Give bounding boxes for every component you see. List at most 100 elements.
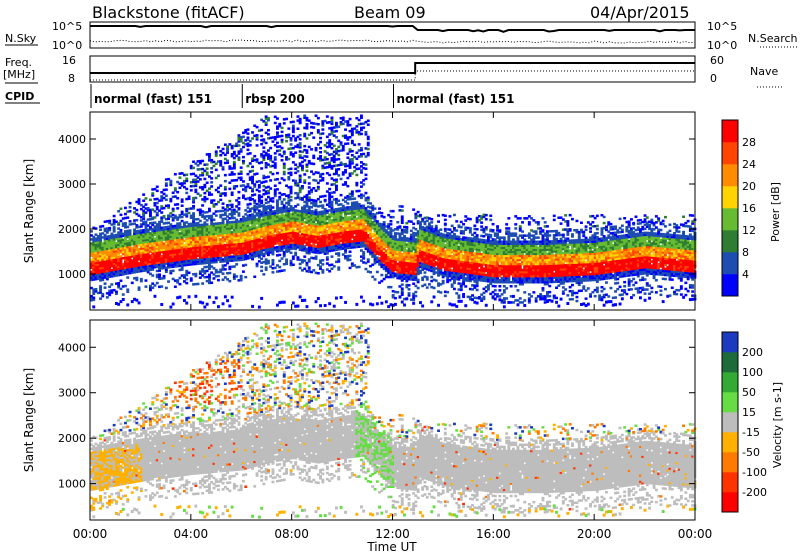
power-cell xyxy=(142,200,145,203)
power-cell xyxy=(206,198,209,201)
power-cell xyxy=(233,161,236,164)
freq-unit: [MHz] xyxy=(3,68,35,81)
power-cell xyxy=(92,305,95,308)
freq-tick-top: 16 xyxy=(62,54,76,67)
power-cell xyxy=(185,188,188,191)
power-cell xyxy=(224,192,227,195)
power-cell xyxy=(244,276,247,279)
power-cell xyxy=(145,221,148,224)
power-cell xyxy=(156,190,159,193)
power-cell xyxy=(206,303,209,306)
power-cell xyxy=(222,202,225,205)
power-cell xyxy=(145,211,148,214)
nsky-line xyxy=(90,26,695,32)
power-cell xyxy=(222,148,225,151)
power-cell xyxy=(101,225,104,228)
power-cell xyxy=(158,273,161,276)
power-cell xyxy=(179,296,182,299)
power-cell xyxy=(228,200,231,203)
cpid-label: CPID xyxy=(5,90,34,103)
power-cell xyxy=(138,198,141,201)
power-cell xyxy=(197,164,200,167)
nsearch-label: N.Search xyxy=(748,32,798,45)
power-cell xyxy=(228,188,231,191)
power-cell xyxy=(156,212,159,215)
power-cell xyxy=(210,185,213,188)
power-cell xyxy=(201,301,204,304)
power-cell xyxy=(197,180,200,183)
power-cell xyxy=(165,199,168,202)
power-cell xyxy=(199,178,202,181)
power-cell xyxy=(217,146,220,149)
power-cell xyxy=(92,297,95,300)
power-cell xyxy=(156,282,159,285)
power-cell xyxy=(185,278,188,281)
power-cell xyxy=(203,178,206,181)
power-cell xyxy=(228,280,231,283)
power-cell xyxy=(120,214,123,217)
power-cell xyxy=(117,210,120,213)
power-cell xyxy=(120,280,123,283)
power-cell xyxy=(99,229,102,232)
power-cell xyxy=(129,229,132,232)
power-cell xyxy=(151,287,154,290)
power-image xyxy=(90,115,696,309)
power-cell xyxy=(126,276,129,279)
power-cell xyxy=(215,150,218,153)
power-cell xyxy=(192,212,195,215)
noise-tick-left-top: 10^5 xyxy=(52,20,82,33)
power-cell xyxy=(203,184,206,187)
power-cell xyxy=(117,303,120,306)
power-cell xyxy=(233,173,236,176)
power-cell xyxy=(213,219,216,222)
power-cell xyxy=(115,291,118,294)
power-cell xyxy=(129,210,132,213)
power-cell xyxy=(122,293,125,296)
power-cell xyxy=(135,219,138,222)
power-cell xyxy=(124,207,127,210)
cpid-row: CPID normal (fast) 151 rbsp 200 normal (fa… xyxy=(5,84,515,108)
power-cell xyxy=(210,193,213,196)
power-cell xyxy=(213,301,216,304)
power-cell xyxy=(163,207,166,210)
power-cell xyxy=(194,295,197,298)
power-cell xyxy=(219,154,222,157)
power-cell xyxy=(233,151,236,154)
power-cell xyxy=(222,302,225,305)
power-cell xyxy=(174,187,177,190)
power-cell xyxy=(215,177,218,180)
power-cell xyxy=(165,182,168,185)
cpid-segment-label: normal (fast) 151 xyxy=(397,92,515,106)
power-cell xyxy=(179,176,182,179)
freq-tick-bottom: 8 xyxy=(68,72,75,85)
power-cell xyxy=(99,285,102,288)
nsky-label: N.Sky xyxy=(5,32,37,45)
power-cell xyxy=(165,188,168,191)
power-cell xyxy=(231,192,234,195)
power-cell xyxy=(192,205,195,208)
power-cell xyxy=(206,167,209,170)
power-cell xyxy=(151,274,154,277)
power-cell xyxy=(210,181,213,184)
power-cell xyxy=(122,298,125,301)
power-cell xyxy=(126,216,129,219)
power-cell xyxy=(231,204,234,207)
power-cell xyxy=(240,177,243,180)
power-cell xyxy=(95,288,98,291)
power-cell xyxy=(199,194,202,197)
power-cell xyxy=(222,272,225,275)
power-cell xyxy=(210,167,213,170)
power-cell xyxy=(242,136,245,139)
power-cell xyxy=(176,197,179,200)
power-cell xyxy=(181,198,184,201)
power-cell xyxy=(101,293,104,296)
power-cell xyxy=(201,204,204,207)
power-cell xyxy=(201,172,204,175)
power-cell xyxy=(142,193,145,196)
power-cell xyxy=(215,203,218,206)
power-cell xyxy=(219,160,222,163)
power-cell xyxy=(238,201,241,204)
date-title: 04/Apr/2015 xyxy=(590,3,690,22)
power-cell xyxy=(235,185,238,188)
power-cell xyxy=(124,285,127,288)
